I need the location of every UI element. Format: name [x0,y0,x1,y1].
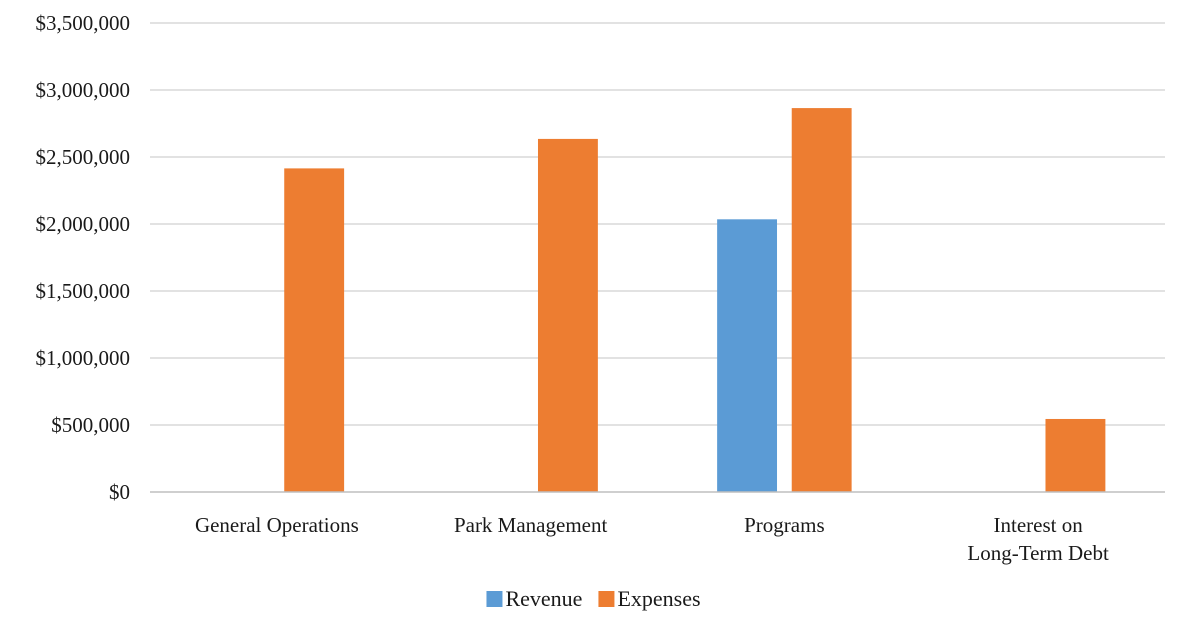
x-category-label-line: Long-Term Debt [967,541,1109,565]
y-tick-label: $1,500,000 [36,279,131,303]
x-category-label: General Operations [195,513,359,537]
y-tick-label: $3,000,000 [36,78,131,102]
x-category-label-line: Interest on [994,513,1084,537]
y-tick-label: $2,500,000 [36,145,131,169]
y-tick-label: $1,000,000 [36,346,131,370]
x-category-label: Park Management [454,513,608,537]
bar-expenses-2 [791,108,852,492]
bar-expenses-0 [284,168,345,492]
bar-expenses-3 [1045,418,1106,492]
y-tick-label: $2,000,000 [36,212,131,236]
legend-swatch-expenses [598,591,615,607]
x-axis-category-labels: General Operations Park Management Program… [195,513,1109,565]
x-category-label-line: General Operations [195,513,359,537]
legend-swatch-revenue [486,591,503,607]
x-category-label-line: Park Management [454,513,608,537]
y-tick-label: $500,000 [51,413,130,437]
legend: Revenue Expenses [486,586,701,611]
y-tick-label: $3,500,000 [36,11,131,35]
y-tick-label: $0 [109,480,130,504]
bars [284,108,1106,492]
legend-label-revenue: Revenue [505,586,582,611]
x-category-label-line: Programs [744,513,825,537]
x-category-label: Interest on Long-Term Debt [967,513,1109,565]
y-axis-tick-labels: $0 $500,000 $1,000,000 $1,500,000 $2,000,000… [36,11,131,504]
legend-label-expenses: Expenses [617,586,700,611]
bar-expenses-1 [537,138,598,492]
bar-revenue-2 [717,219,778,492]
x-category-label: Programs [744,513,825,537]
